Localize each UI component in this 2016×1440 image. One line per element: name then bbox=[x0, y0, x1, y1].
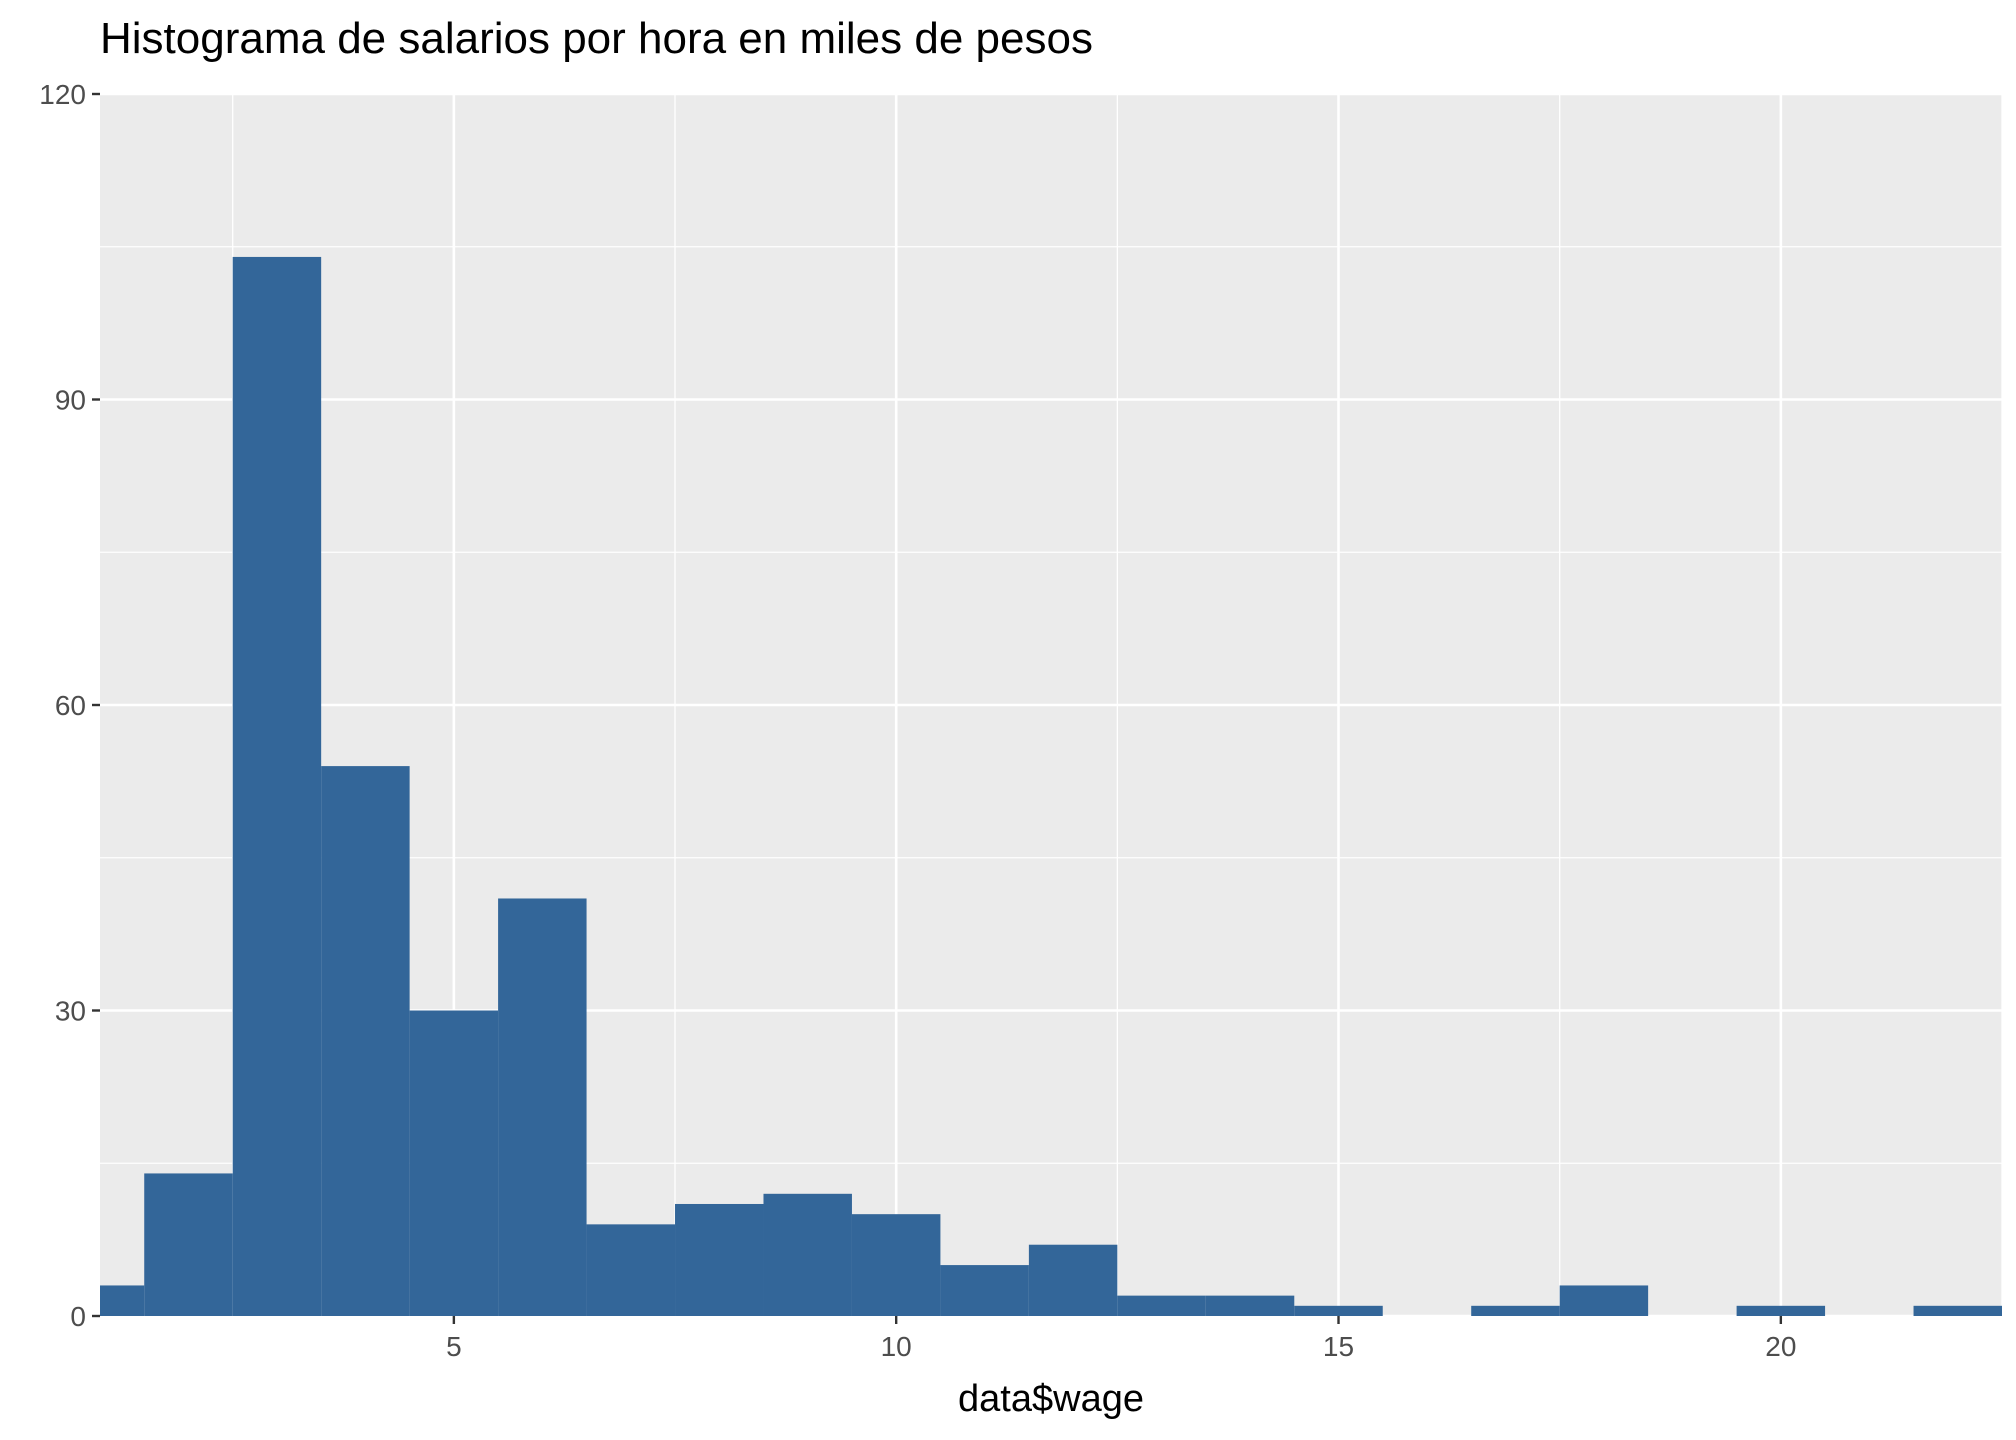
histogram-bar bbox=[1205, 1295, 1295, 1316]
histogram-bar bbox=[1294, 1305, 1383, 1316]
y-tick-label: 0 bbox=[70, 1301, 86, 1332]
histogram-bar bbox=[586, 1224, 676, 1316]
histogram-bar bbox=[1028, 1244, 1118, 1316]
histogram-bar bbox=[1736, 1305, 1826, 1316]
histogram-bar bbox=[763, 1193, 852, 1316]
y-tick-label: 90 bbox=[55, 385, 86, 416]
histogram-bar bbox=[1913, 1305, 2002, 1316]
y-tick-label: 30 bbox=[55, 996, 86, 1027]
x-tick-label: 20 bbox=[1765, 1331, 1796, 1362]
histogram-bar bbox=[232, 256, 322, 1316]
histogram-bar bbox=[100, 1285, 145, 1316]
x-tick-label: 15 bbox=[1323, 1331, 1354, 1362]
histogram-bar bbox=[409, 1010, 499, 1316]
histogram-bar bbox=[321, 766, 410, 1316]
x-axis-label: data$wage bbox=[958, 1378, 1144, 1420]
y-tick-label: 60 bbox=[55, 690, 86, 721]
histogram-bar bbox=[851, 1214, 941, 1316]
y-tick-label: 120 bbox=[39, 79, 86, 110]
histogram-bar bbox=[675, 1203, 764, 1316]
histogram-bar bbox=[1559, 1285, 1649, 1316]
histogram-bar bbox=[940, 1265, 1029, 1316]
x-tick-label: 5 bbox=[446, 1331, 462, 1362]
histogram-bar bbox=[1117, 1295, 1206, 1316]
histogram-bar bbox=[1471, 1305, 1560, 1316]
chart-title: Histograma de salarios por hora en miles… bbox=[100, 14, 1093, 63]
histogram-bar bbox=[144, 1173, 233, 1316]
histogram-bar bbox=[498, 898, 587, 1316]
x-tick-label: 10 bbox=[881, 1331, 912, 1362]
